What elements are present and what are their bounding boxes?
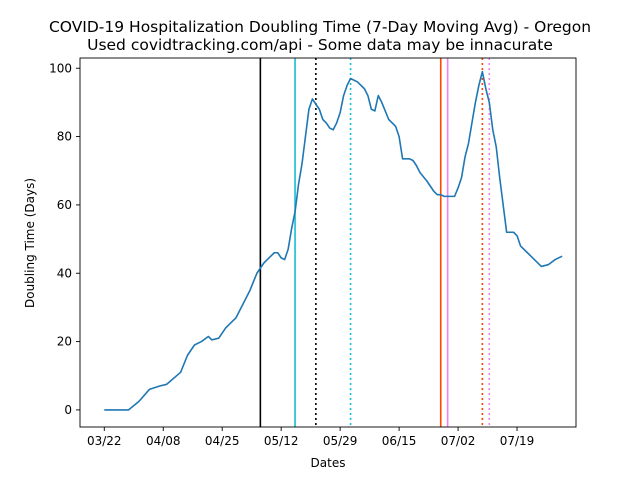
x-tick-label-07-19: 07/19 [500, 434, 535, 448]
chart-title: COVID-19 Hospitalization Doubling Time (… [49, 18, 591, 36]
y-tick-label-100: 100 [49, 61, 72, 75]
x-tick-label-03-22: 03/22 [87, 434, 122, 448]
x-tick-label-05-29: 05/29 [323, 434, 358, 448]
x-tick-label-04-25: 04/25 [205, 434, 240, 448]
chart-subtitle: Used covidtracking.com/api - Some data m… [87, 36, 553, 54]
y-tick-label-0: 0 [64, 403, 72, 417]
y-axis-label: Doubling Time (Days) [23, 178, 37, 308]
y-tick-label-20: 20 [57, 335, 72, 349]
x-axis-label: Dates [311, 456, 346, 470]
axes: 0 20 40 60 80 100 03/22 04/08 04/25 05/12 05/29 06/… [49, 57, 577, 448]
x-tick-label-05-12: 05/12 [264, 434, 299, 448]
x-tick-label-04-08: 04/08 [146, 434, 181, 448]
x-tick-label-06-15: 06/15 [382, 434, 417, 448]
y-tick-label-80: 80 [57, 130, 72, 144]
plot-area [104, 58, 563, 427]
x-tick-label-07-02: 07/02 [441, 434, 476, 448]
y-tick-label-40: 40 [57, 266, 72, 280]
y-tick-label-60: 60 [57, 198, 72, 212]
plot-frame [79, 57, 577, 428]
series-line-1 [104, 70, 563, 411]
